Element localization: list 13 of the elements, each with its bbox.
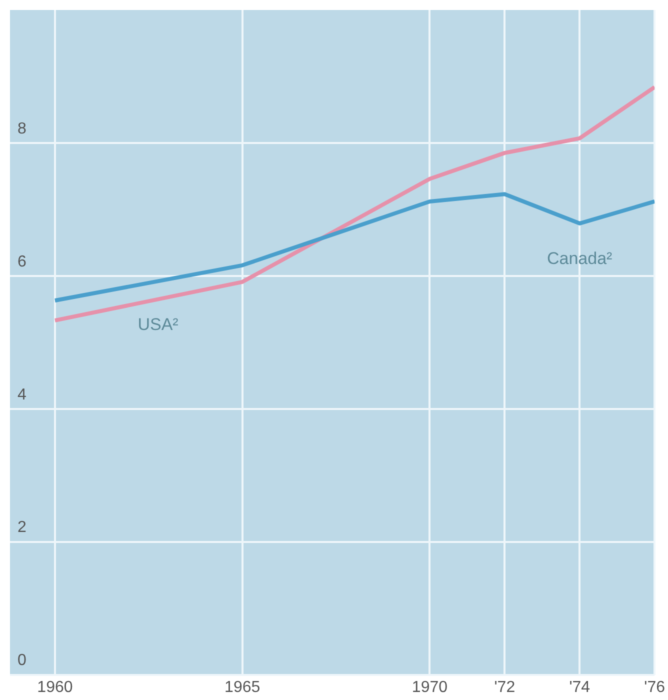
text: Canada²: [547, 249, 612, 270]
series-label: USA²: [138, 315, 178, 336]
x-tick-label: 1970: [412, 678, 448, 696]
y-tick-label: 0: [18, 652, 27, 670]
x-tick-label: '74: [569, 678, 590, 696]
x-tick-label: 1965: [224, 678, 260, 696]
y-tick-label: 6: [18, 253, 27, 270]
y-tick-label: 8: [18, 120, 27, 138]
x-tick-label: 1960: [37, 678, 73, 696]
y-tick-label: 2: [18, 519, 27, 536]
x-tick-label: '72: [494, 678, 516, 696]
x-tick-label: '76: [644, 678, 666, 696]
y-tick-label: 4: [18, 386, 27, 404]
